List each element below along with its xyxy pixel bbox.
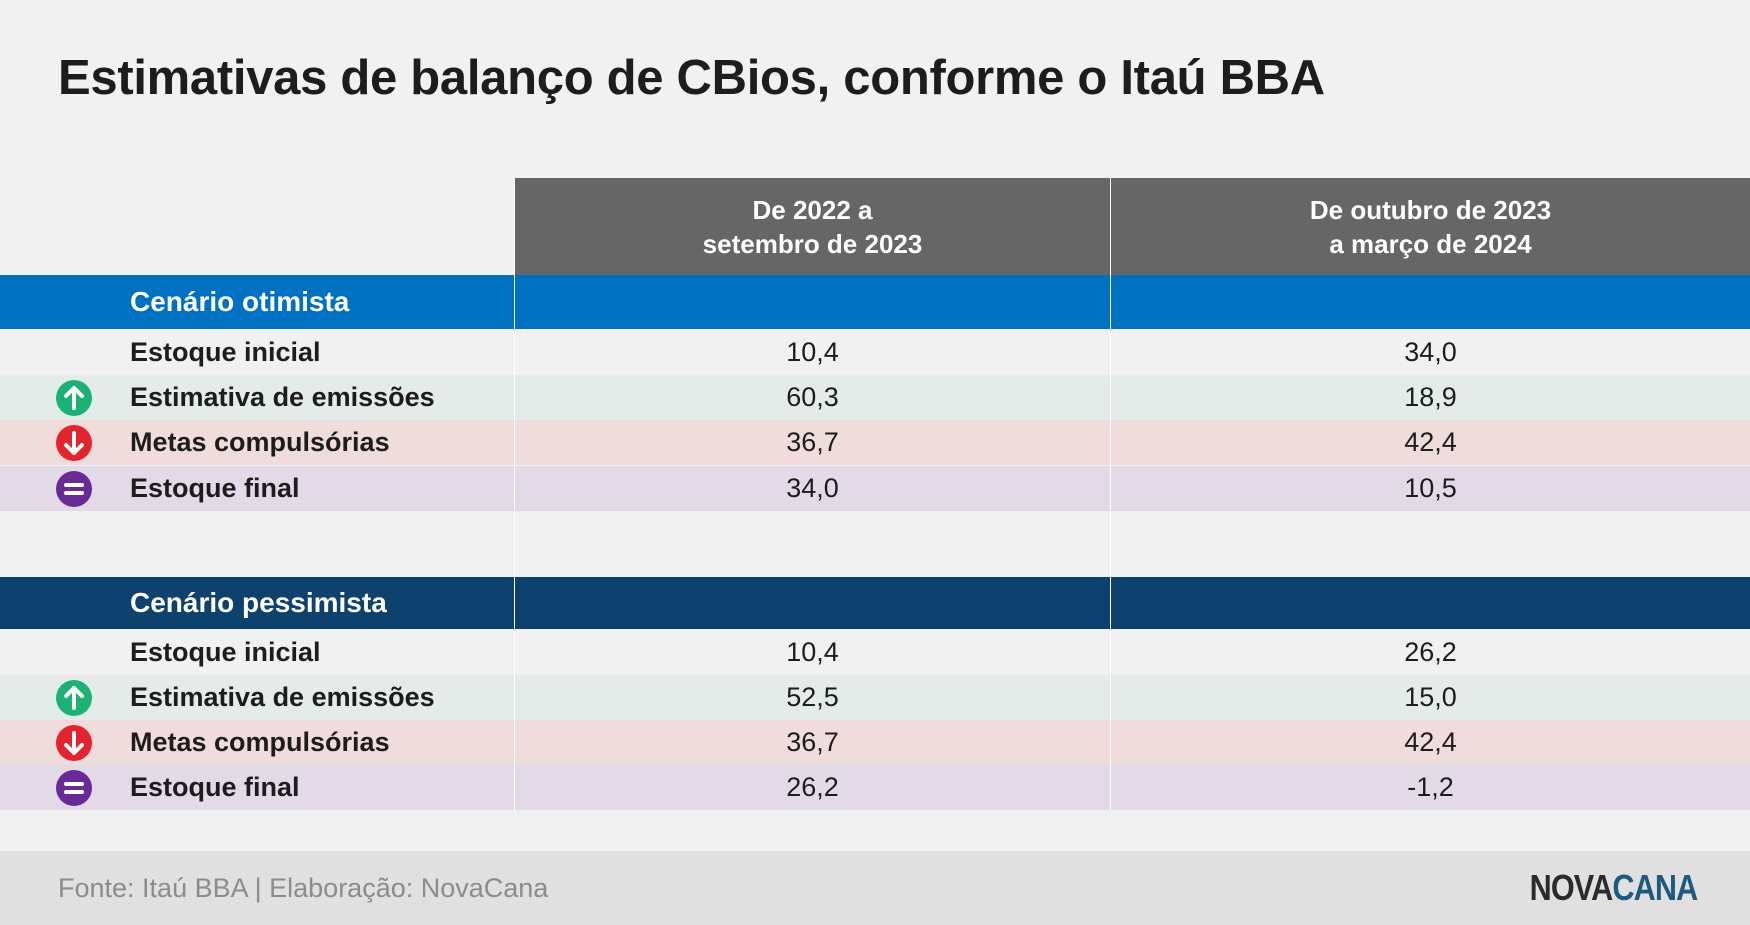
- scenario-label: Cenário otimista: [130, 286, 350, 317]
- scenario-band: Cenário otimista: [0, 275, 1750, 329]
- table-row: Estoque final 26,2 -1,2: [0, 765, 1750, 810]
- column-header-1-line1: De 2022 a: [752, 194, 873, 225]
- table-row: Estoque final 34,0 10,5: [0, 466, 1750, 511]
- equals-icon: [56, 770, 92, 806]
- footer: Fonte: Itaú BBA | Elaboração: NovaCana N…: [0, 851, 1750, 925]
- table-row: Estimativa de emissões 52,5 15,0: [0, 675, 1750, 720]
- arrow-up-icon: [56, 680, 92, 716]
- column-header-1-line2: setembro de 2023: [702, 228, 923, 259]
- scenario-band: Cenário pessimista: [0, 577, 1750, 629]
- table-cell: 34,0: [786, 473, 839, 503]
- column-divider-1: [514, 178, 515, 811]
- row-label: Estoque inicial: [130, 637, 321, 667]
- column-header-1: De 2022 a setembro de 2023: [515, 178, 1110, 275]
- table-cell: 52,5: [786, 682, 839, 712]
- table-cell: 15,0: [1404, 682, 1457, 712]
- row-label: Metas compulsórias: [130, 727, 390, 757]
- table-cell: 36,7: [786, 727, 839, 757]
- table-row: Metas compulsórias 36,7 42,4: [0, 720, 1750, 765]
- table-cell: 34,0: [1404, 337, 1457, 367]
- column-header-2: De outubro de 2023 a março de 2024: [1111, 178, 1750, 275]
- table-row: Metas compulsórias 36,7 42,4: [0, 420, 1750, 465]
- source-note: Fonte: Itaú BBA | Elaboração: NovaCana: [58, 872, 549, 903]
- table-cell: 26,2: [786, 772, 839, 802]
- logo-part-nova: NOVA: [1529, 867, 1613, 908]
- table-row: Estoque inicial 10,4 26,2: [0, 630, 1750, 675]
- arrow-down-icon: [56, 725, 92, 761]
- row-label: Estoque final: [130, 772, 300, 802]
- scenario-label: Cenário pessimista: [130, 587, 387, 618]
- equals-icon: [56, 471, 92, 507]
- table-cell: 26,2: [1404, 637, 1457, 667]
- row-label: Metas compulsórias: [130, 427, 390, 457]
- row-label: Estimativa de emissões: [130, 382, 435, 412]
- row-label: Estoque inicial: [130, 337, 321, 367]
- table-cell: 10,4: [786, 337, 839, 367]
- table-cell: 10,4: [786, 637, 839, 667]
- table-cell: 60,3: [786, 382, 839, 412]
- table-cell: 42,4: [1404, 727, 1457, 757]
- column-header-2-line2: a março de 2024: [1329, 228, 1532, 259]
- column-header-2-line1: De outubro de 2023: [1309, 194, 1552, 225]
- row-label: Estoque final: [130, 473, 300, 503]
- table-row: Estimativa de emissões 60,3 18,9: [0, 375, 1750, 420]
- row-label: Estimativa de emissões: [130, 682, 435, 712]
- arrow-up-icon: [56, 380, 92, 416]
- table-cell: 18,9: [1404, 382, 1457, 412]
- table-cell: 36,7: [786, 427, 839, 457]
- table-cell: 10,5: [1404, 473, 1457, 503]
- logo-part-cana: CANA: [1612, 867, 1698, 908]
- arrow-down-icon: [56, 425, 92, 461]
- table-cell: 42,4: [1404, 427, 1457, 457]
- chart-title: Estimativas de balanço de CBios, conform…: [58, 51, 1325, 105]
- table-cell: -1,2: [1407, 772, 1454, 802]
- table-row: Estoque inicial 10,4 34,0: [0, 330, 1750, 375]
- column-divider-2: [1110, 178, 1111, 811]
- novacana-logo: NOVA CANA: [1529, 851, 1698, 925]
